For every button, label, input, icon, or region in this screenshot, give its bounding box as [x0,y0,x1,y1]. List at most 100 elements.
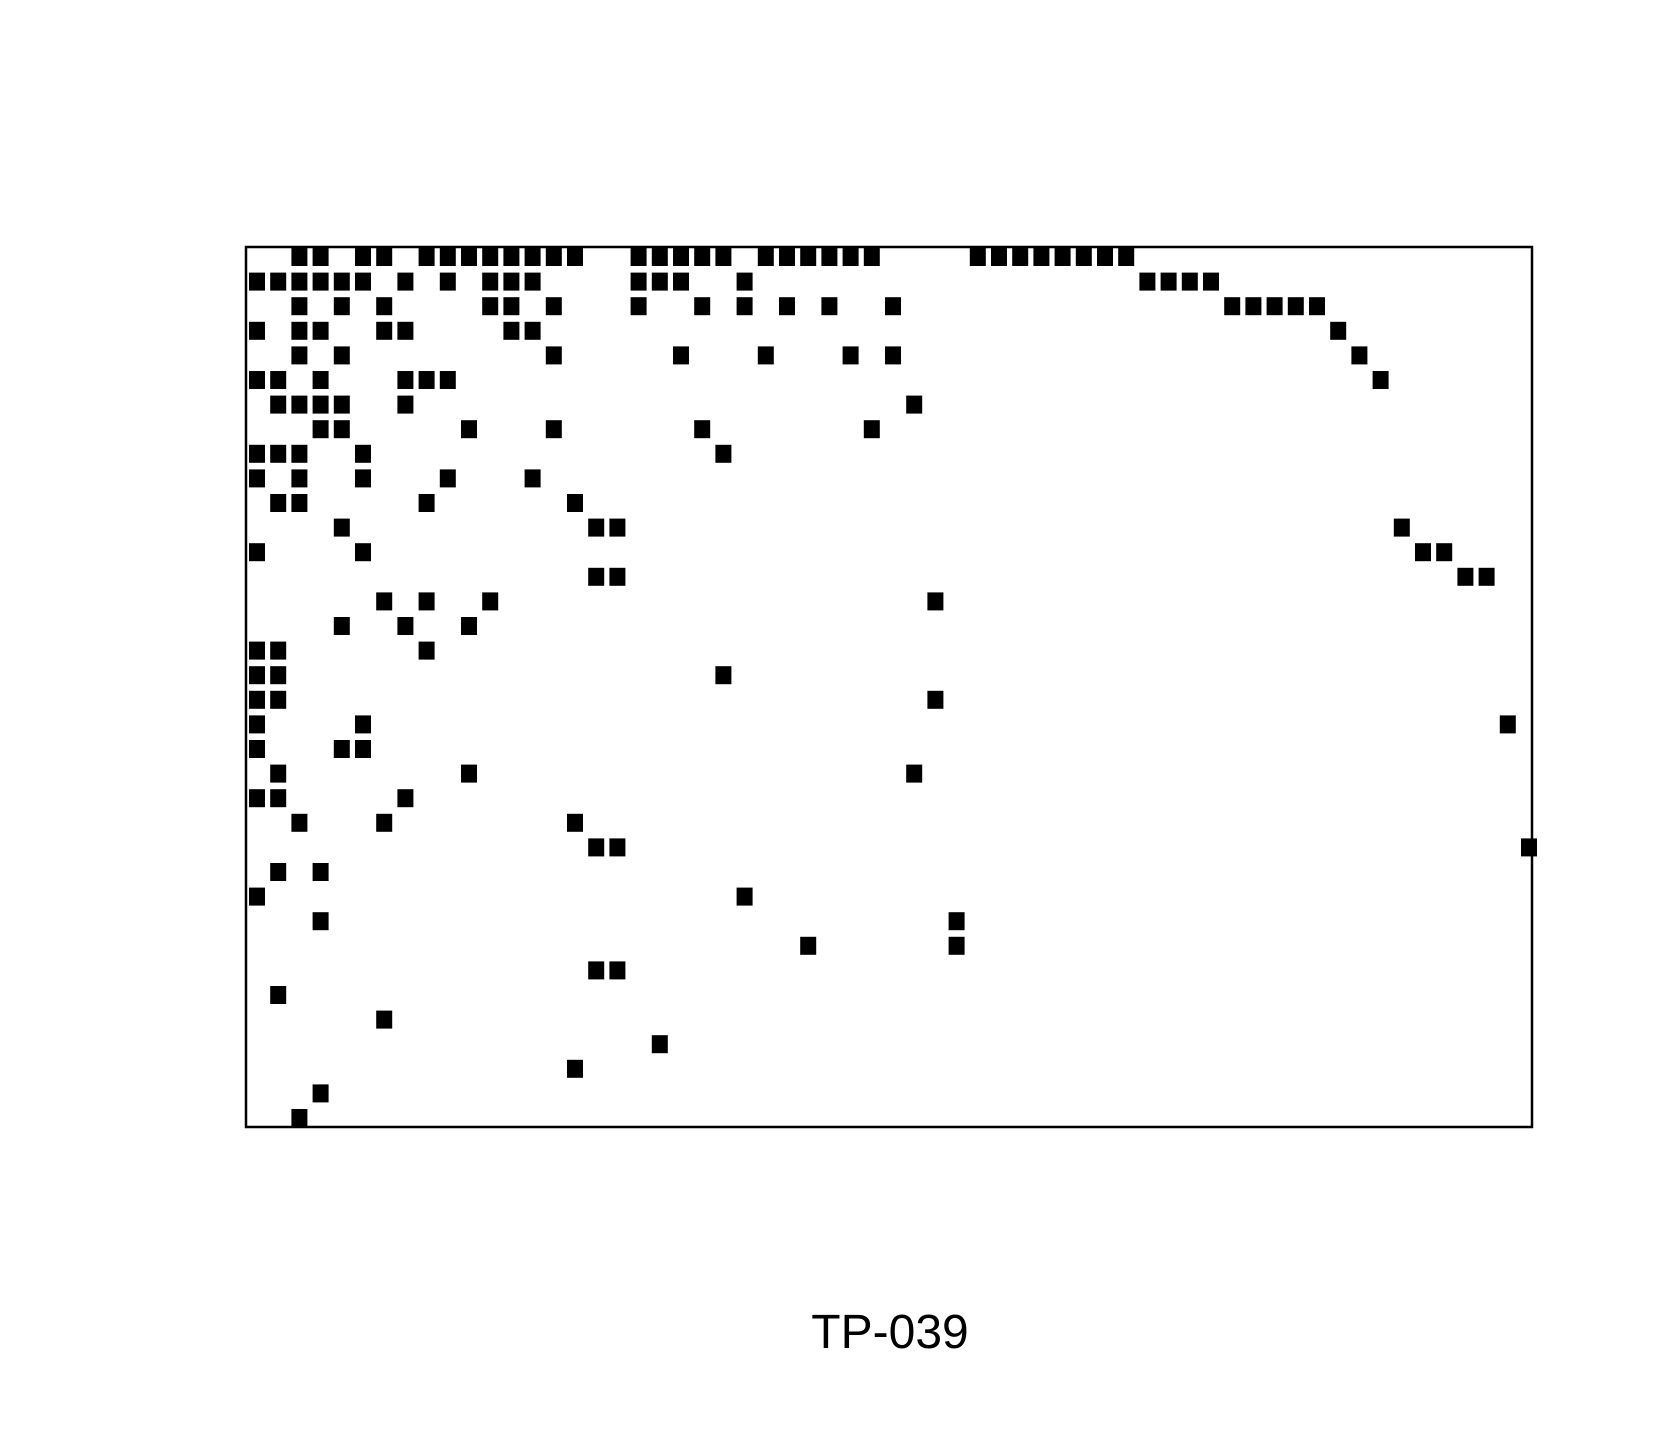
matrix-cell [291,494,308,512]
matrix-cell [779,248,795,266]
matrix-cell [630,248,647,266]
matrix-cell [270,371,287,389]
matrix-cell [249,740,265,758]
matrix-cell [651,272,668,291]
matrix-cell [355,248,371,266]
matrix-cell [609,567,626,586]
matrix-cell [418,494,435,512]
matrix-cell [673,346,689,365]
matrix-cell [291,297,308,316]
matrix-cell [821,248,838,266]
plot-frame [244,245,1534,1129]
matrix-cell [270,444,287,463]
matrix-cell [1478,567,1495,586]
matrix-cell [715,444,732,463]
matrix-cell [1457,567,1474,586]
matrix-cell [355,715,371,734]
matrix-cell [249,321,265,340]
matrix-cell [291,321,308,340]
matrix-cell [503,248,520,266]
matrix-cell [249,887,265,906]
matrix-cell [545,420,562,439]
matrix-cell [482,272,499,291]
matrix-cell [694,420,711,439]
matrix-cell [736,887,753,906]
matrix-cell [673,272,689,291]
matrix-cell [906,764,923,783]
matrix-cell [355,272,371,291]
matrix-cell [312,248,329,266]
matrix-cell [588,961,605,980]
matrix-cell [439,469,456,488]
matrix-cell [969,248,986,266]
matrix-cell [800,248,817,266]
matrix-cell [609,961,626,980]
matrix-cell [948,936,965,955]
matrix-cell [461,420,477,439]
matrix-cell [291,469,308,488]
matrix-cell [312,371,329,389]
matrix-cell [588,567,605,586]
matrix-cell [1521,838,1537,857]
matrix-cell [270,690,287,709]
matrix-cell [715,248,732,266]
matrix-cell [397,371,414,389]
matrix-cell [333,346,350,365]
matrix-cell [355,740,371,758]
matrix-cell [651,1035,668,1054]
matrix-cell [1097,248,1113,266]
matrix-cell [567,813,583,832]
matrix-cell [376,248,393,266]
matrix-cell [673,248,689,266]
matrix-cell [270,395,287,414]
matrix-cell [991,248,1007,266]
matrix-cell [270,641,287,660]
matrix-cell [1266,297,1283,316]
matrix-cell [630,297,647,316]
matrix-cell [439,272,456,291]
matrix-cell [524,248,541,266]
matrix-cell [609,518,626,537]
matrix-cell [482,297,499,316]
matrix-cell [312,395,329,414]
matrix-cell [249,469,265,488]
matrix-cell [270,789,287,808]
matrix-cell [588,518,605,537]
matrix-cell [927,592,944,611]
matrix-cell [651,248,668,266]
matrix-cell [270,272,287,291]
matrix-cell [567,494,583,512]
matrix-cell [503,297,520,316]
matrix-cell [461,764,477,783]
matrix-cell [524,272,541,291]
matrix-cell [249,666,265,685]
matrix-cell [355,469,371,488]
matrix-cell [461,248,477,266]
matrix-cell [1415,543,1431,562]
matrix-cell [376,592,393,611]
matrix-cell [333,518,350,537]
matrix-cell [376,321,393,340]
matrix-cell [1245,297,1262,316]
matrix-cell [249,641,265,660]
matrix-cell [757,346,774,365]
matrix-cell [482,248,499,266]
matrix-cell [376,297,393,316]
matrix-cell [1287,297,1304,316]
matrix-cell [249,543,265,562]
matrix-cell [1033,248,1050,266]
matrix-cell [418,248,435,266]
figure-caption: TP-039 [811,1306,969,1359]
matrix-cell [779,297,795,316]
matrix-cell [1075,248,1092,266]
matrix-cell [567,248,583,266]
matrix-cell [842,346,859,365]
matrix-cell [312,1084,329,1103]
matrix-cell [842,248,859,266]
matrix-cell [333,297,350,316]
matrix-cell [249,444,265,463]
matrix-cell [333,617,350,635]
matrix-cell [291,813,308,832]
matrix-cell [270,494,287,512]
matrix-cell [291,272,308,291]
